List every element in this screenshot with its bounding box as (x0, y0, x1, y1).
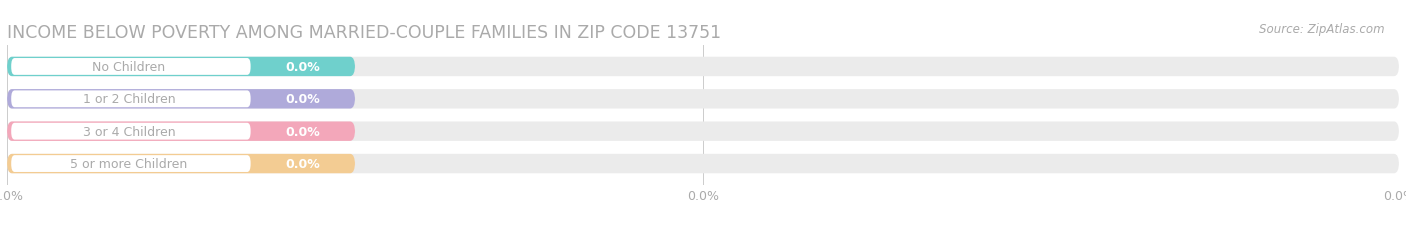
FancyBboxPatch shape (11, 123, 250, 140)
Text: 5 or more Children: 5 or more Children (70, 157, 187, 170)
FancyBboxPatch shape (7, 154, 1399, 173)
Text: Source: ZipAtlas.com: Source: ZipAtlas.com (1260, 23, 1385, 36)
Text: 0.0%: 0.0% (285, 61, 321, 74)
Text: 0.0%: 0.0% (285, 157, 321, 170)
FancyBboxPatch shape (7, 58, 354, 77)
FancyBboxPatch shape (7, 90, 1399, 109)
FancyBboxPatch shape (11, 59, 250, 76)
Text: No Children: No Children (93, 61, 166, 74)
Text: 3 or 4 Children: 3 or 4 Children (83, 125, 176, 138)
FancyBboxPatch shape (11, 155, 250, 172)
Text: INCOME BELOW POVERTY AMONG MARRIED-COUPLE FAMILIES IN ZIP CODE 13751: INCOME BELOW POVERTY AMONG MARRIED-COUPL… (7, 24, 721, 42)
FancyBboxPatch shape (7, 122, 354, 141)
FancyBboxPatch shape (7, 58, 1399, 77)
FancyBboxPatch shape (7, 154, 354, 173)
FancyBboxPatch shape (7, 90, 354, 109)
Text: 0.0%: 0.0% (285, 93, 321, 106)
FancyBboxPatch shape (11, 91, 250, 108)
Text: 0.0%: 0.0% (285, 125, 321, 138)
FancyBboxPatch shape (7, 122, 1399, 141)
Text: 1 or 2 Children: 1 or 2 Children (83, 93, 176, 106)
